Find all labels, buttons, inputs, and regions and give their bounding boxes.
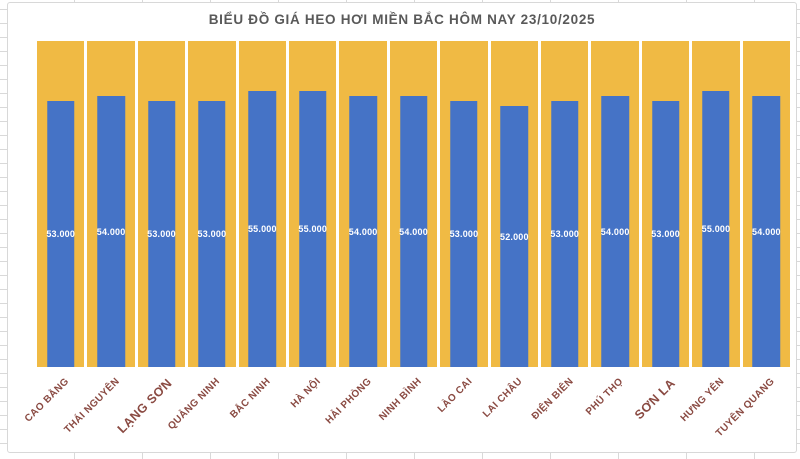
bar: 54.000: [96, 96, 126, 367]
bar-value-label: 55.000: [247, 224, 277, 235]
plot-area: 53.000 54.000 53.000 53.000 55.000 55.000 54.0…: [37, 41, 791, 367]
bar-track: 54.000: [389, 41, 438, 367]
bar: 55.000: [701, 91, 731, 367]
bar-value-label: 53.000: [550, 229, 580, 240]
bar-value-label: 53.000: [449, 229, 479, 240]
bar-track: 53.000: [641, 41, 690, 367]
bar: 53.000: [651, 101, 680, 367]
bar-value-label: 54.000: [600, 226, 630, 237]
bar-track: 55.000: [289, 41, 337, 367]
bar-track: 53.000: [541, 41, 589, 367]
bar-value-label: 55.000: [298, 224, 328, 235]
bar-track: 54.000: [339, 41, 387, 367]
bar-track: 55.000: [238, 41, 287, 367]
bar-track: 54.000: [87, 41, 135, 367]
bar: 55.000: [298, 91, 328, 367]
bar-value-label: 53.000: [147, 229, 176, 240]
bar: 54.000: [600, 96, 630, 367]
bar-value-label: 54.000: [96, 226, 126, 237]
bar-track: 53.000: [37, 41, 85, 367]
chart-title: BIỂU ĐỒ GIÁ HEO HƠI MIỀN BẮC HÔM NAY 23/…: [208, 12, 596, 27]
bar: 54.000: [348, 96, 378, 367]
bar-value-label: 53.000: [46, 229, 76, 240]
bar-track: 55.000: [692, 41, 740, 367]
bar-value-label: 52.000: [499, 231, 529, 242]
bar-value-label: 54.000: [348, 226, 378, 237]
bar-track: 53.000: [440, 41, 488, 367]
bar-value-label: 54.000: [399, 226, 428, 237]
bar: 53.000: [197, 101, 227, 367]
bar: 53.000: [550, 101, 580, 367]
bar-track: 54.000: [742, 41, 791, 367]
bar: 53.000: [147, 101, 176, 367]
bar: 52.000: [499, 106, 529, 367]
bar: 53.000: [46, 101, 76, 367]
bar: 54.000: [752, 96, 781, 367]
bar-track: 53.000: [188, 41, 236, 367]
bar-value-label: 55.000: [701, 224, 731, 235]
pig-price-chart[interactable]: BIỂU ĐỒ GIÁ HEO HƠI MIỀN BẮC HÔM NAY 23/…: [7, 2, 797, 453]
bar: 53.000: [449, 101, 479, 367]
bar-track: 52.000: [490, 41, 539, 367]
bar-track: 54.000: [591, 41, 639, 367]
bar-value-label: 53.000: [197, 229, 227, 240]
bar-value-label: 53.000: [651, 229, 680, 240]
bar: 55.000: [247, 91, 277, 367]
bar-track: 53.000: [137, 41, 186, 367]
bar: 54.000: [399, 96, 428, 367]
bar-value-label: 54.000: [752, 226, 781, 237]
